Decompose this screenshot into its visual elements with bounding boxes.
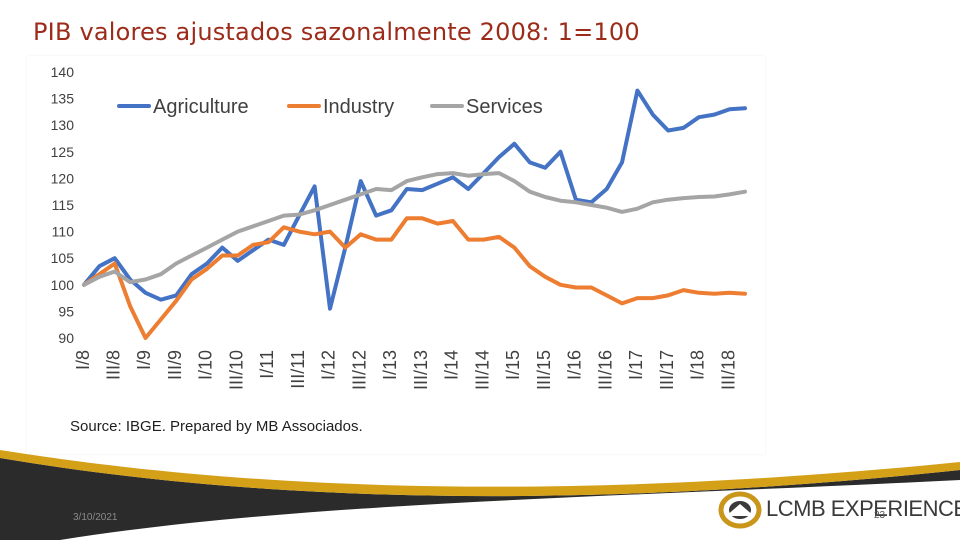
y-tick-label: 130 (51, 117, 75, 133)
x-tick-label: I/16 (565, 350, 585, 380)
x-tick-label: I/12 (319, 350, 339, 380)
y-tick-label: 105 (51, 250, 75, 266)
y-tick-label: 125 (51, 144, 75, 160)
y-tick-label: 140 (51, 64, 75, 80)
legend-label-services: Services (466, 96, 543, 118)
x-tick-label: I/15 (503, 350, 523, 380)
x-tick-label: III/17 (657, 350, 677, 390)
series-line-services (82, 171, 747, 287)
legend-label-industry: Industry (323, 96, 394, 118)
company-logo: LCMB EXPERIENCE (718, 488, 960, 532)
x-tick-label: III/13 (411, 350, 431, 390)
x-tick-label: III/15 (534, 350, 554, 390)
slide-title: PIB valores ajustados sazonalmente 2008:… (33, 18, 640, 46)
y-tick-label: 135 (51, 91, 75, 107)
x-tick-label: III/16 (595, 350, 615, 390)
x-tick-label: I/8 (73, 350, 93, 370)
y-tick-label: 110 (52, 224, 75, 240)
x-tick-label: III/18 (718, 350, 738, 390)
logo-mark-icon (718, 491, 762, 529)
x-tick-label: I/17 (626, 350, 646, 380)
source-note: Source: IBGE. Prepared by MB Associados. (70, 418, 363, 435)
footer-swoosh-gold (0, 450, 960, 497)
x-tick-label: III/12 (349, 350, 369, 390)
x-tick-label: I/11 (257, 350, 277, 379)
x-tick-label: III/10 (226, 350, 246, 390)
x-tick-label: III/8 (103, 350, 123, 380)
x-tick-label: III/14 (472, 350, 492, 390)
x-tick-label: I/9 (134, 350, 154, 370)
y-tick-label: 100 (51, 277, 75, 293)
x-tick-label: I/10 (196, 350, 216, 380)
page-number: 23 (874, 510, 886, 521)
x-tick-label: I/14 (442, 350, 462, 380)
x-tick-label: I/18 (688, 350, 708, 380)
x-tick-label: III/11 (288, 350, 308, 389)
line-chart: 90 95 100 105 110 115 120 125 130 135 140 I/8 III/8 I… (51, 64, 747, 390)
y-tick-label: 95 (58, 303, 74, 319)
y-tick-label: 115 (52, 197, 75, 213)
legend-label-agriculture: Agriculture (153, 96, 249, 118)
logo-text: LCMB EXPERIENCE (766, 496, 960, 521)
footer-date: 3/10/2021 (73, 512, 118, 523)
y-tick-label: 120 (51, 170, 75, 186)
chart-panel: 90 95 100 105 110 115 120 125 130 135 140 I/8 III/8 I… (27, 56, 765, 454)
series-line-industry (82, 216, 747, 340)
y-tick-label: 90 (58, 330, 74, 346)
x-tick-label: III/9 (165, 350, 185, 380)
x-tick-label: I/13 (380, 350, 400, 380)
series-line-agriculture (82, 88, 747, 311)
